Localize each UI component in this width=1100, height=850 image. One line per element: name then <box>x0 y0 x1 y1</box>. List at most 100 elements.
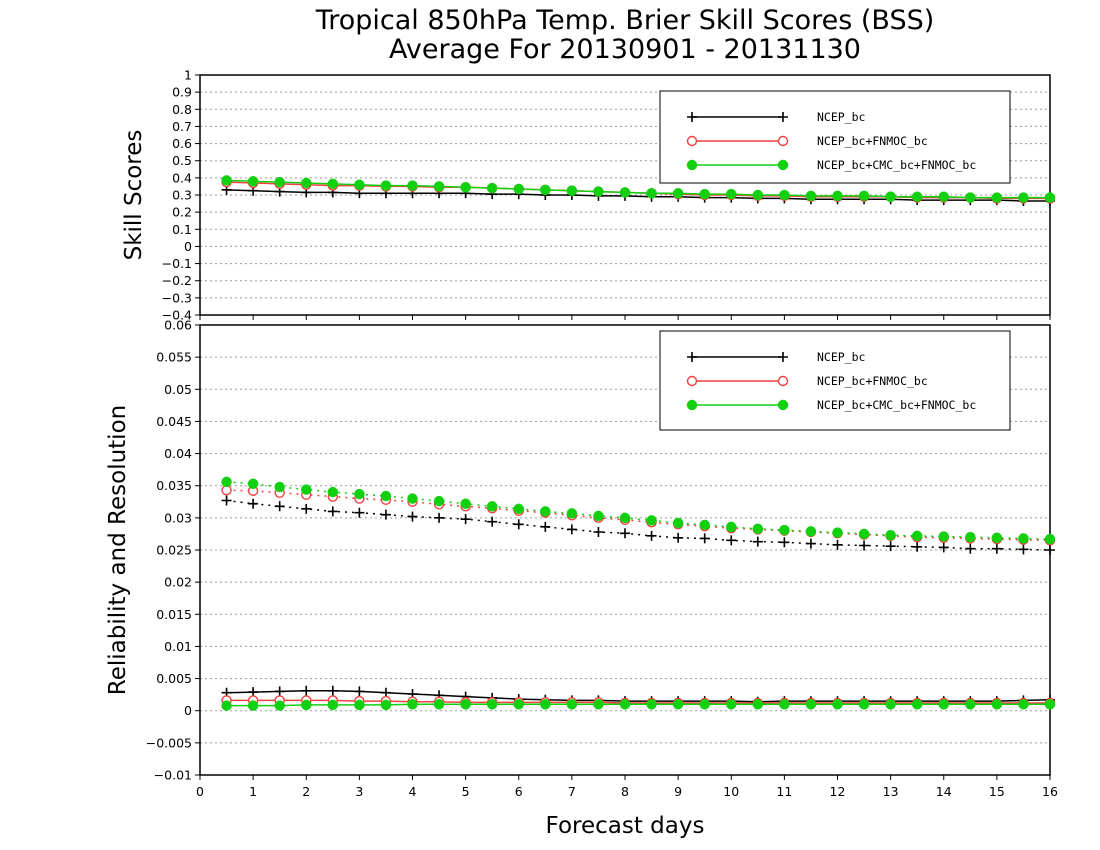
data-point <box>646 699 657 710</box>
data-point <box>619 512 631 524</box>
data-point <box>407 180 418 191</box>
legend-marker <box>687 112 697 122</box>
data-point <box>460 498 471 509</box>
y-tick-label: 0.06 <box>164 318 192 333</box>
data-point <box>885 191 896 202</box>
y-tick-label: 0.8 <box>172 102 192 117</box>
y-tick-label: 0.6 <box>172 136 192 151</box>
data-point <box>1018 699 1029 710</box>
data-point <box>460 514 471 525</box>
legend-marker <box>686 159 698 171</box>
data-point <box>726 699 737 710</box>
chart-title-line1: Tropical 850hPa Temp. Brier Skill Scores… <box>315 5 935 36</box>
y-tick-label: 0.5 <box>172 153 192 168</box>
data-point <box>486 501 498 512</box>
data-point <box>327 506 338 517</box>
chart-panels: −0.4 −0.3 −0.2 −0.1 0 0.1 0.2 0.3 0.4 0.5 0.6 0.7 0.… <box>146 68 1058 800</box>
data-point <box>938 699 949 710</box>
data-point <box>221 175 232 186</box>
y-tick-label: 0.025 <box>156 543 192 558</box>
data-point <box>805 190 817 202</box>
y-tick-label: −0.005 <box>146 735 192 750</box>
x-tick-label: 7 <box>568 784 576 799</box>
data-point <box>911 530 923 542</box>
x-tick-label: 16 <box>1042 784 1058 799</box>
data-point <box>859 540 870 551</box>
data-point <box>726 521 737 533</box>
legend-marker <box>777 399 789 411</box>
data-point <box>248 498 259 509</box>
data-point <box>991 532 1003 544</box>
data-point <box>486 182 498 194</box>
data-point <box>832 190 843 202</box>
data-point <box>991 699 1003 710</box>
x-axis-title: Forecast days <box>546 813 705 839</box>
data-point <box>487 516 498 527</box>
data-point <box>301 503 312 514</box>
series-line <box>226 690 1051 703</box>
data-point <box>380 509 391 520</box>
data-point <box>699 533 710 544</box>
data-point <box>858 190 870 202</box>
data-point <box>885 541 896 552</box>
data-point <box>832 699 843 710</box>
x-tick-label: 13 <box>883 784 899 799</box>
data-point <box>991 543 1002 554</box>
data-point <box>673 532 684 543</box>
data-point <box>380 699 392 711</box>
data-point <box>699 699 710 710</box>
data-point <box>274 700 285 711</box>
y-tick-label: 0.05 <box>164 382 192 397</box>
data-point <box>301 685 312 696</box>
legend-marker <box>777 159 789 171</box>
data-point <box>221 700 232 711</box>
data-point <box>752 523 764 535</box>
data-point <box>832 527 843 538</box>
data-point <box>247 478 259 490</box>
data-point <box>513 503 524 515</box>
y-tick-label: 0.2 <box>172 205 192 220</box>
y-tick-label: 0.015 <box>156 607 192 622</box>
data-point <box>1018 192 1029 203</box>
data-point <box>540 699 551 710</box>
data-point <box>566 699 578 710</box>
data-point <box>327 699 339 711</box>
data-point <box>619 187 631 198</box>
data-point <box>646 515 657 526</box>
data-point <box>327 178 339 190</box>
data-point <box>991 192 1003 203</box>
data-point <box>832 539 843 550</box>
data-point <box>407 493 418 504</box>
series-line <box>226 481 1051 540</box>
y-tick-label: −0.1 <box>162 256 192 271</box>
reliability-y-axis-title: Reliability and Resolution <box>105 405 131 695</box>
data-point <box>699 188 710 200</box>
x-tick-label: 11 <box>776 784 792 799</box>
x-tick-label: 14 <box>936 784 952 799</box>
y-tick-label: −0.2 <box>162 273 192 288</box>
x-tick-label: 4 <box>409 784 417 799</box>
data-point <box>646 530 657 541</box>
data-point <box>726 535 737 546</box>
y-tick-label: −0.3 <box>162 290 192 305</box>
data-point <box>460 699 471 710</box>
data-point <box>752 699 764 710</box>
data-point <box>513 699 524 710</box>
series-2 <box>221 485 1056 546</box>
y-tick-label: 0.3 <box>172 188 192 203</box>
x-tick-label: 15 <box>989 784 1005 799</box>
y-tick-label: 0.035 <box>156 478 192 493</box>
x-tick-label: 5 <box>462 784 470 799</box>
y-tick-label: 0.9 <box>172 85 192 100</box>
data-point <box>699 519 710 531</box>
data-point <box>247 176 259 187</box>
data-point <box>593 510 604 522</box>
data-point <box>938 531 949 542</box>
series-line <box>226 499 1051 551</box>
data-point <box>433 699 445 710</box>
legend-marker <box>777 375 789 387</box>
y-tick-label: 0.4 <box>172 170 192 185</box>
data-point <box>911 191 923 202</box>
data-point <box>247 700 259 711</box>
data-point <box>779 524 790 536</box>
